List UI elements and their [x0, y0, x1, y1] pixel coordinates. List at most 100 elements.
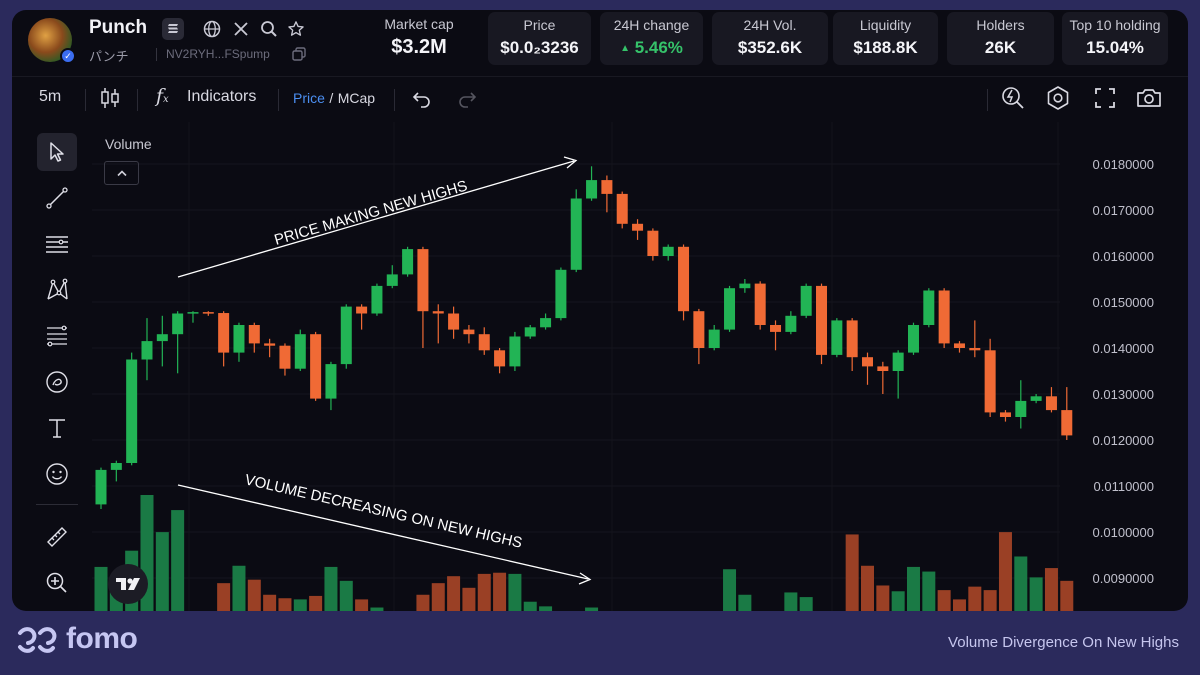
pattern-tool[interactable] [37, 271, 77, 309]
candle-body [570, 198, 582, 270]
cursor-tool[interactable] [37, 133, 77, 171]
trendline-tool[interactable] [37, 179, 77, 217]
price-highs-arrow [177, 160, 575, 278]
candle-body [846, 320, 858, 358]
brush-tool[interactable] [37, 363, 77, 401]
divider [156, 48, 157, 61]
candle-body [877, 366, 889, 371]
search-icon[interactable] [258, 18, 280, 40]
collapse-volume-button[interactable] [104, 161, 139, 185]
horizontal-lines-tool[interactable] [37, 225, 77, 263]
volume-bar [983, 590, 997, 611]
tradingview-icon [116, 578, 140, 590]
candle-body [279, 345, 291, 369]
x-icon[interactable] [230, 18, 252, 40]
volume-bar [937, 590, 951, 611]
candle-body [187, 312, 199, 314]
candle-body [448, 313, 460, 330]
token-subtitle: パンチ [89, 49, 129, 64]
y-tick-label: 0.0130000 [1093, 387, 1154, 402]
trendline-icon [46, 187, 68, 209]
stat-value: 26K [984, 38, 1017, 57]
token-address[interactable]: NV2RYH...FSpump [166, 47, 270, 61]
candle-body [340, 306, 352, 365]
volume-bar [462, 587, 476, 611]
mcap-toggle[interactable]: MCap [337, 90, 376, 106]
indicators-icon[interactable]: fx [156, 85, 169, 107]
candle-body [770, 325, 782, 332]
price-chart[interactable]: 0.0180000 0.0170000 0.0160000 0.0150000 0.01… [92, 122, 1188, 611]
redo-icon[interactable] [457, 89, 477, 109]
fib-tool[interactable] [37, 317, 77, 355]
candle-body [862, 357, 873, 367]
candle-body [1061, 410, 1073, 436]
zoom-in-tool[interactable] [37, 564, 77, 602]
candle-type-icon[interactable] [100, 86, 120, 110]
fullscreen-icon[interactable] [1093, 86, 1117, 110]
candle-body [601, 180, 613, 194]
stat-liquidity: Liquidity $188.8K [833, 12, 938, 65]
ruler-tool[interactable] [37, 518, 77, 556]
market-cap: Market cap $3.2M [364, 12, 474, 66]
emoji-icon [46, 463, 68, 485]
stat-label: Top 10 holding [1069, 17, 1161, 33]
y-tick-label: 0.0140000 [1093, 341, 1154, 356]
candle-body [172, 313, 184, 335]
indicators-button[interactable]: Indicators [187, 88, 257, 105]
camera-icon[interactable] [1136, 86, 1162, 110]
candle-body [693, 311, 705, 348]
zoom-in-icon [46, 572, 67, 593]
volume-bar [845, 534, 859, 611]
candle-body [662, 246, 674, 256]
star-icon[interactable] [285, 18, 307, 40]
stat-label: Price [523, 17, 556, 33]
toggle-separator: / [329, 90, 334, 106]
candle-body [371, 285, 383, 314]
volume-bar [922, 571, 936, 611]
candle-body [754, 283, 766, 325]
volume-bar [539, 606, 553, 611]
candle-body [632, 223, 644, 231]
price-toggle[interactable]: Price [293, 90, 325, 106]
volume-bar [232, 565, 246, 611]
interval-selector[interactable]: 5m [39, 88, 62, 105]
candle-body [218, 313, 230, 353]
candle-body [739, 283, 751, 289]
alert-icon[interactable] [1000, 85, 1026, 111]
price-axis[interactable]: 0.0180000 0.0170000 0.0160000 0.0150000 0.01… [1093, 157, 1154, 611]
volume-decrease-arrow [177, 484, 589, 580]
stat-value: ▲ 5.46% [600, 38, 703, 58]
candle-body [233, 325, 245, 353]
globe-icon[interactable] [201, 18, 223, 40]
text-tool[interactable] [37, 409, 77, 447]
divider [85, 89, 86, 111]
settings-icon[interactable] [1045, 85, 1071, 111]
candle-body [831, 320, 843, 355]
volume-bar [738, 594, 752, 611]
copy-icon[interactable] [292, 47, 306, 61]
candle-body [310, 334, 322, 399]
stat-label: Holders [976, 17, 1025, 33]
volume-bar [1029, 577, 1043, 611]
volume-bar [94, 566, 108, 611]
text-icon [49, 419, 65, 438]
candle-body [999, 412, 1011, 417]
ruler-icon [47, 527, 67, 547]
candle-body [816, 285, 828, 355]
tradingview-logo[interactable] [108, 564, 148, 604]
stat-holders: Holders 26K [947, 12, 1054, 65]
price-mcap-toggle[interactable]: Price / MCap [293, 90, 375, 108]
candle-body [325, 364, 337, 399]
y-tick-label: 0.0160000 [1093, 249, 1154, 264]
undo-icon[interactable] [412, 89, 432, 109]
y-tick-label: 0.0150000 [1093, 295, 1154, 310]
solana-icon[interactable] [162, 18, 184, 40]
volume-bar [1044, 568, 1058, 611]
horizontal-lines-icon [46, 236, 68, 253]
candle-body [953, 343, 965, 348]
emoji-tool[interactable] [37, 455, 77, 493]
volume-bar [784, 592, 798, 611]
candle-body [647, 230, 659, 256]
volume-bars [94, 495, 1074, 611]
candle-body [478, 334, 490, 351]
